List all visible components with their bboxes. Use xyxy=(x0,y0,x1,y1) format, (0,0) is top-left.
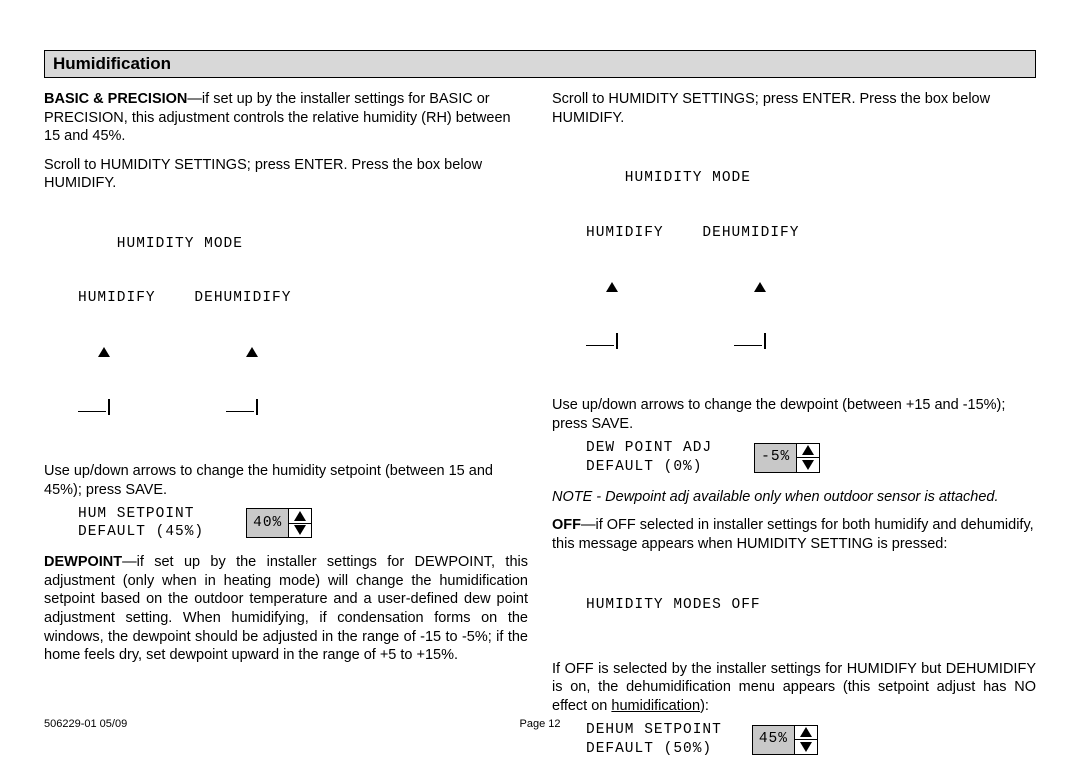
lcd-line: HUMIDIFY DEHUMIDIFY xyxy=(586,224,799,242)
spinner-down-button[interactable] xyxy=(797,458,819,472)
para-off-humidify-only: If OFF is selected by the installer sett… xyxy=(552,660,1036,716)
lcd-line: HUMIDITY MODES OFF xyxy=(586,596,761,614)
spinner-up-button[interactable] xyxy=(797,444,819,459)
arrow-up-icon xyxy=(98,347,110,357)
lcd-line: HUMIDIFY DEHUMIDIFY xyxy=(78,289,291,307)
lcd-humidity-mode-left: HUMIDITY MODE HUMIDIFY DEHUMIDIFY xyxy=(78,199,528,452)
para-dewpoint: DEWPOINT—if set up by the installer sett… xyxy=(44,553,528,664)
manual-page: Humidification BASIC & PRECISION—if set … xyxy=(0,0,1080,756)
hum-setpoint-control: HUM SETPOINT DEFAULT (45%) 40% xyxy=(78,505,528,541)
arrow-up-icon xyxy=(246,347,258,357)
para-scroll-humidity: Scroll to HUMIDITY SETTINGS; press ENTER… xyxy=(44,156,528,193)
lcd-line: HUM SETPOINT xyxy=(78,505,204,523)
label-basic-precision: BASIC & PRECISION xyxy=(44,91,187,107)
lcd-line: DEFAULT (0%) xyxy=(586,458,712,476)
dewpoint-spinner[interactable]: -5% xyxy=(754,443,820,473)
select-box-dehumidify[interactable] xyxy=(226,399,258,415)
para-scroll-humidity-r: Scroll to HUMIDITY SETTINGS; press ENTER… xyxy=(552,90,1036,127)
arrow-up-icon xyxy=(802,445,814,455)
note-dewpoint: NOTE - Dewpoint adj available only when … xyxy=(552,488,1036,507)
lcd-line: DEW POINT ADJ xyxy=(586,439,712,457)
arrow-down-icon xyxy=(802,460,814,470)
arrow-down-icon xyxy=(294,525,306,535)
select-box-humidify[interactable] xyxy=(78,399,110,415)
lcd-modes-off: HUMIDITY MODES OFF xyxy=(586,559,1036,650)
section-header: Humidification xyxy=(44,50,1036,78)
spinner-down-button[interactable] xyxy=(795,740,817,754)
arrow-up-icon xyxy=(606,282,618,292)
arrow-up-icon xyxy=(294,511,306,521)
left-column: BASIC & PRECISION —if set up by the insta… xyxy=(44,90,528,770)
para-basic-precision: BASIC & PRECISION—if set up by the insta… xyxy=(44,90,528,146)
footer-page: Page 12 xyxy=(44,718,1036,730)
select-box-humidify[interactable] xyxy=(586,333,618,349)
page-footer: 506229-01 05/09 Page 12 xyxy=(44,718,1036,730)
spinner-value: 40% xyxy=(247,509,289,537)
text: ): xyxy=(700,698,709,714)
arrow-up-icon xyxy=(754,282,766,292)
dewpoint-adj-control: DEW POINT ADJ DEFAULT (0%) -5% xyxy=(586,439,1036,475)
spinner-down-button[interactable] xyxy=(289,524,311,538)
lcd-line: DEFAULT (50%) xyxy=(586,740,722,758)
para-use-arrows-humidity: Use up/down arrows to change the humidit… xyxy=(44,462,528,499)
para-off: OFF—if OFF selected in installer setting… xyxy=(552,516,1036,553)
text: —if OFF selected in installer settings f… xyxy=(552,517,1034,552)
lcd-line: DEFAULT (45%) xyxy=(78,523,204,541)
spinner-up-button[interactable] xyxy=(289,509,311,524)
arrow-down-icon xyxy=(800,742,812,752)
text: —if set up by the installer settings for… xyxy=(44,554,528,663)
label-dewpoint: DEWPOINT xyxy=(44,554,122,570)
humidity-spinner[interactable]: 40% xyxy=(246,508,312,538)
two-column-layout: BASIC & PRECISION —if set up by the insta… xyxy=(44,90,1036,770)
para-use-arrows-dewpoint: Use up/down arrows to change the dewpoin… xyxy=(552,396,1036,433)
lcd-humidity-mode-right: HUMIDITY MODE HUMIDIFY DEHUMIDIFY xyxy=(586,133,1036,386)
right-column: Scroll to HUMIDITY SETTINGS; press ENTER… xyxy=(552,90,1036,770)
underlined-text: humidification xyxy=(611,698,700,714)
lcd-line: HUMIDITY MODE xyxy=(78,235,243,253)
select-box-dehumidify[interactable] xyxy=(734,333,766,349)
spinner-value: -5% xyxy=(755,444,797,472)
lcd-line: HUMIDITY MODE xyxy=(586,169,751,187)
label-off: OFF xyxy=(552,517,581,533)
